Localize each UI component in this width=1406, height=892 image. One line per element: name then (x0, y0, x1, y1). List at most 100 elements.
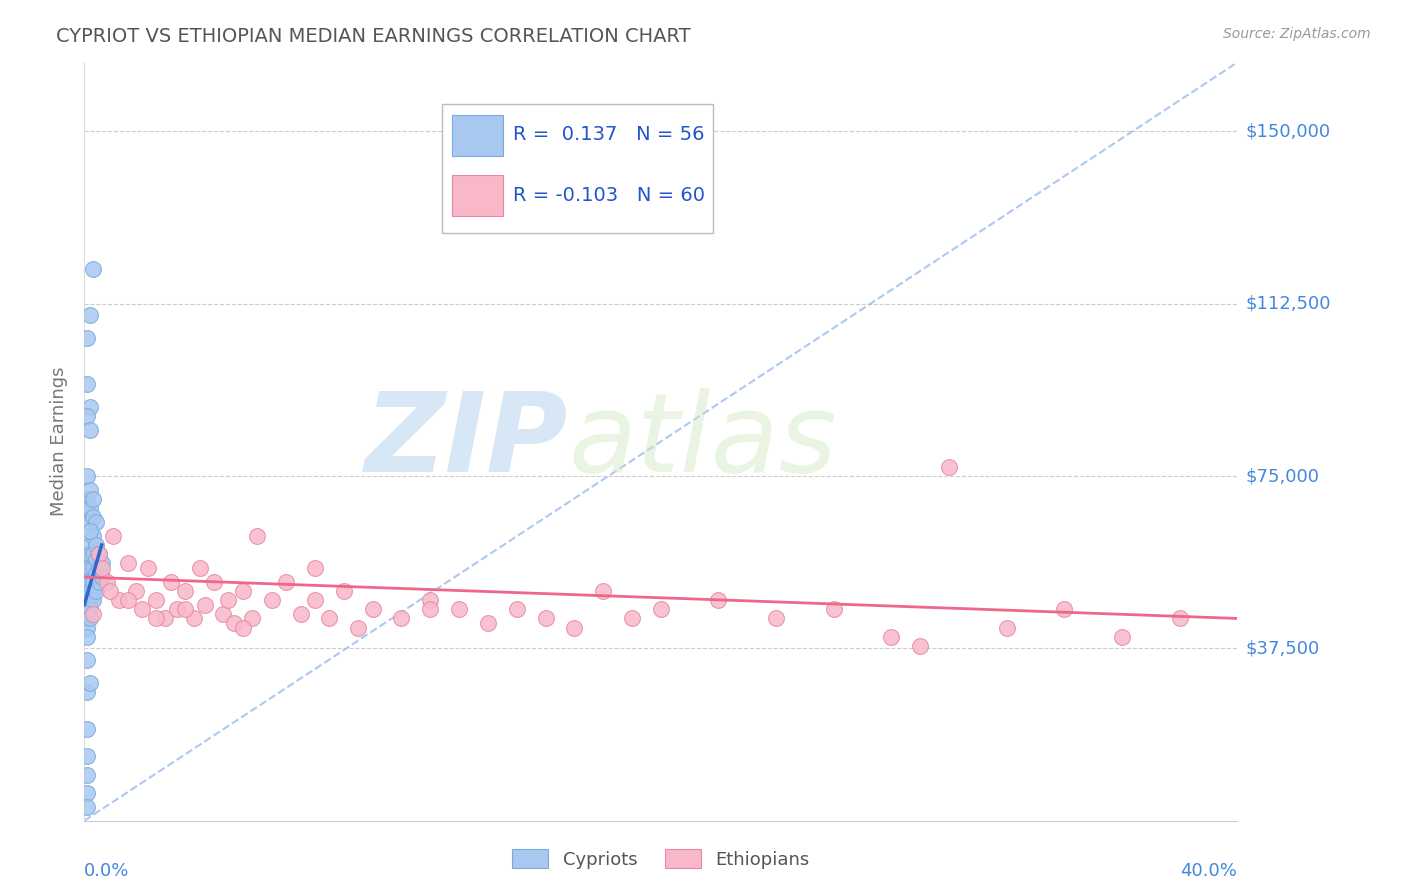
Point (84, 515, 107, 529)
Point (108, 593, 131, 607)
Text: R = -0.103   N = 60: R = -0.103 N = 60 (513, 186, 706, 204)
Point (145, 611, 167, 625)
Text: 0.0%: 0.0% (84, 862, 129, 880)
Point (82, 574, 104, 589)
Point (82, 262, 104, 277)
Point (131, 602, 153, 616)
Point (304, 561, 326, 575)
Point (87, 547, 110, 561)
Point (79, 602, 101, 616)
Point (650, 602, 672, 616)
FancyBboxPatch shape (441, 104, 713, 233)
Point (82, 529, 104, 543)
Point (333, 583, 356, 598)
Point (76, 630, 98, 644)
Point (84, 566, 107, 580)
Point (79, 583, 101, 598)
Point (592, 583, 614, 598)
Point (202, 574, 225, 589)
Point (449, 602, 471, 616)
Point (79, 538, 101, 552)
Point (534, 611, 557, 625)
Point (76, 561, 98, 575)
Point (880, 630, 903, 644)
Point (125, 583, 148, 598)
Point (76, 685, 98, 699)
Point (84, 583, 107, 598)
FancyBboxPatch shape (453, 176, 503, 217)
Text: $75,000: $75,000 (1246, 467, 1320, 485)
Point (90, 561, 112, 575)
Text: $37,500: $37,500 (1246, 640, 1320, 657)
Point (240, 611, 263, 625)
Point (87, 547, 110, 561)
Point (166, 602, 188, 616)
Point (79, 483, 101, 497)
Point (174, 602, 197, 616)
Point (79, 501, 101, 516)
Point (995, 621, 1018, 635)
Point (117, 593, 139, 607)
Point (938, 459, 960, 474)
Point (79, 423, 101, 437)
Point (82, 510, 104, 524)
Point (96, 574, 118, 589)
Point (76, 786, 98, 800)
Point (290, 607, 312, 621)
Point (260, 593, 283, 607)
Point (194, 598, 217, 612)
Point (79, 611, 101, 625)
Point (232, 583, 254, 598)
Point (79, 400, 101, 414)
Point (218, 593, 240, 607)
Point (246, 529, 269, 543)
Point (82, 547, 104, 561)
Text: Source: ZipAtlas.com: Source: ZipAtlas.com (1223, 27, 1371, 41)
Point (76, 583, 98, 598)
FancyBboxPatch shape (453, 115, 503, 156)
Text: ZIP: ZIP (366, 388, 568, 495)
Point (79, 561, 101, 575)
Point (76, 602, 98, 616)
Point (211, 607, 233, 621)
Point (76, 331, 98, 345)
Point (76, 377, 98, 392)
Point (82, 593, 104, 607)
Point (361, 602, 384, 616)
Point (1168, 611, 1191, 625)
Point (477, 615, 499, 630)
Point (621, 611, 644, 625)
Point (391, 611, 413, 625)
Point (419, 593, 441, 607)
Point (87, 574, 110, 589)
Point (76, 722, 98, 736)
Point (98, 583, 121, 598)
Point (823, 602, 845, 616)
Point (76, 574, 98, 589)
Point (145, 593, 167, 607)
Point (318, 611, 340, 625)
Point (76, 621, 98, 635)
Point (188, 561, 211, 575)
Point (76, 653, 98, 667)
Point (82, 583, 104, 598)
Point (276, 574, 298, 589)
Point (79, 675, 101, 690)
Point (79, 574, 101, 589)
Text: atlas: atlas (568, 388, 837, 495)
Point (419, 602, 441, 616)
Point (76, 611, 98, 625)
Point (304, 593, 326, 607)
Point (1053, 602, 1076, 616)
Text: Median Earnings: Median Earnings (51, 367, 67, 516)
Point (79, 547, 101, 561)
Point (87, 561, 110, 575)
Point (79, 515, 101, 529)
Point (84, 551, 107, 566)
Point (82, 561, 104, 575)
Text: R =  0.137   N = 56: R = 0.137 N = 56 (513, 125, 704, 144)
Point (506, 602, 529, 616)
Point (76, 491, 98, 506)
Point (76, 501, 98, 516)
Point (76, 800, 98, 814)
